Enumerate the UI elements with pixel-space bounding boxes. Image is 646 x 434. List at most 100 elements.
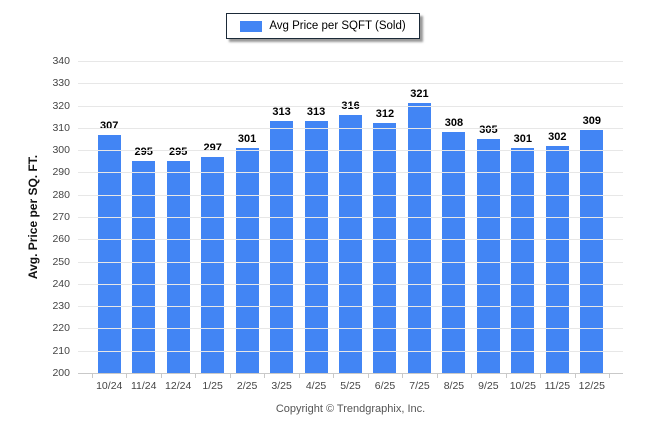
copyright-text: Copyright © Trendgraphix, Inc. bbox=[275, 403, 426, 415]
bar-slot: 313 3/25 bbox=[264, 61, 298, 392]
y-tick-label: 220 bbox=[52, 322, 70, 335]
x-axis-tick bbox=[402, 374, 404, 378]
y-tick-label: 310 bbox=[52, 121, 70, 134]
y-tick-label: 300 bbox=[52, 144, 70, 157]
x-tick-label: 10/24 bbox=[96, 380, 123, 392]
gridline bbox=[78, 105, 623, 107]
x-axis-tick bbox=[333, 374, 335, 378]
y-tick-label: 260 bbox=[52, 233, 70, 246]
gridline bbox=[78, 306, 623, 308]
bar-value-label: 316 bbox=[341, 99, 360, 112]
bar-slot: 312 6/25 bbox=[368, 61, 402, 392]
x-tick-label: 1/25 bbox=[202, 380, 223, 392]
bar[interactable] bbox=[442, 132, 466, 373]
bar[interactable] bbox=[97, 134, 121, 373]
x-axis-tick bbox=[540, 374, 542, 378]
x-tick-label: 11/24 bbox=[130, 380, 157, 392]
y-tick-label: 290 bbox=[52, 166, 70, 179]
bar-value-label: 309 bbox=[582, 115, 601, 128]
x-tick-label: 10/25 bbox=[509, 380, 536, 392]
x-tick-label: 9/25 bbox=[478, 380, 499, 392]
x-axis-tick bbox=[574, 374, 576, 378]
bar-value-label: 297 bbox=[203, 141, 222, 154]
x-axis-tick bbox=[229, 374, 231, 378]
x-axis-tick bbox=[367, 374, 369, 378]
y-tick-label: 240 bbox=[52, 277, 70, 290]
bar[interactable] bbox=[166, 161, 190, 373]
bar[interactable] bbox=[270, 121, 294, 373]
bar-slot: 295 12/24 bbox=[161, 61, 195, 392]
x-tick-label: 5/25 bbox=[340, 380, 361, 392]
y-tick-label: 210 bbox=[52, 344, 70, 357]
gridline bbox=[78, 150, 623, 152]
bar[interactable] bbox=[545, 145, 569, 373]
bar-value-label: 305 bbox=[479, 124, 498, 136]
bar[interactable] bbox=[511, 147, 535, 373]
x-axis-tick bbox=[264, 374, 266, 378]
bar-slot: 295 11/24 bbox=[126, 61, 160, 392]
bar-value-label: 313 bbox=[306, 106, 326, 119]
bar-value-label: 301 bbox=[237, 132, 257, 145]
bar[interactable] bbox=[201, 156, 225, 373]
bar[interactable] bbox=[339, 114, 363, 373]
bar-value-label: 295 bbox=[168, 146, 188, 159]
gridline bbox=[78, 217, 623, 218]
bar-value-label: 301 bbox=[513, 132, 533, 145]
y-tick-label: 340 bbox=[52, 55, 70, 67]
x-axis-tick bbox=[505, 374, 507, 378]
bar-value-label: 321 bbox=[410, 88, 429, 101]
x-axis-tick bbox=[609, 374, 610, 378]
bar-value-label: 307 bbox=[100, 119, 119, 132]
bar[interactable] bbox=[304, 121, 328, 373]
gridline bbox=[78, 239, 623, 241]
bar-value-label: 308 bbox=[444, 117, 464, 130]
bar-slot: 301 2/25 bbox=[230, 61, 264, 392]
y-tick-label: 250 bbox=[52, 255, 70, 268]
bar[interactable] bbox=[580, 130, 604, 373]
bar-slot: 301 10/25 bbox=[506, 61, 540, 392]
bar-value-label: 295 bbox=[134, 146, 153, 159]
gridline bbox=[78, 350, 623, 352]
legend-swatch bbox=[240, 20, 263, 32]
gridline bbox=[78, 261, 623, 263]
bar[interactable] bbox=[373, 123, 397, 373]
gridline bbox=[78, 328, 623, 330]
bar-value-label: 302 bbox=[548, 130, 567, 143]
x-tick-label: 6/25 bbox=[374, 380, 396, 392]
gridline bbox=[78, 283, 623, 285]
bar[interactable] bbox=[235, 147, 259, 373]
bar-slot: 309 12/25 bbox=[575, 61, 609, 392]
bar[interactable] bbox=[407, 103, 431, 373]
y-tick-label: 330 bbox=[52, 77, 70, 90]
gridline bbox=[78, 127, 623, 129]
bar[interactable] bbox=[476, 139, 500, 373]
gridline bbox=[78, 194, 623, 196]
x-tick-label: 7/25 bbox=[409, 380, 430, 392]
x-tick-label: 12/25 bbox=[578, 380, 605, 392]
x-tick-label: 4/25 bbox=[305, 380, 327, 392]
x-axis-tick bbox=[126, 374, 128, 378]
bar-value-label: 312 bbox=[375, 108, 395, 121]
bar-slot: 313 4/25 bbox=[299, 61, 333, 392]
legend-box: Avg Price per SQFT (Sold) bbox=[226, 13, 420, 39]
bar-value-label: 313 bbox=[272, 106, 291, 119]
bar[interactable] bbox=[132, 161, 156, 373]
gridline bbox=[78, 83, 623, 85]
bar-slot: 308 8/25 bbox=[437, 61, 471, 392]
x-axis-tick bbox=[195, 374, 197, 378]
bar-slot: 302 11/25 bbox=[540, 61, 574, 392]
y-tick-label: 270 bbox=[52, 211, 70, 223]
plot-area: 307 10/24 295 11/24 295 12/24 297 1/25 301 2/25 31… bbox=[52, 55, 623, 392]
y-tick-label: 230 bbox=[52, 300, 70, 313]
x-axis-tick bbox=[92, 374, 93, 378]
bar-slot: 305 9/25 bbox=[471, 61, 505, 392]
x-axis-tick bbox=[160, 374, 162, 378]
x-axis-tick bbox=[298, 374, 300, 378]
gridline bbox=[78, 172, 623, 174]
x-tick-label: 12/24 bbox=[165, 380, 192, 392]
bar-slot: 321 7/25 bbox=[402, 61, 436, 392]
x-tick-label: 2/25 bbox=[236, 380, 258, 392]
legend-label: Avg Price per SQFT (Sold) bbox=[269, 20, 406, 32]
x-tick-label: 8/25 bbox=[443, 380, 465, 392]
